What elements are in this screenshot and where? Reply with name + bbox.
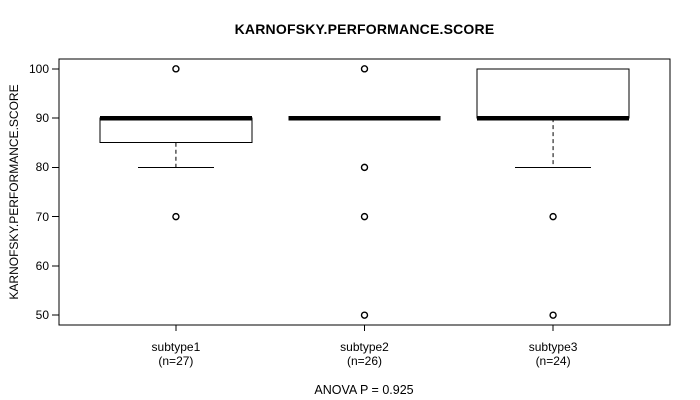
y-tick-label-100: 100	[28, 61, 49, 76]
outlier-point	[172, 65, 180, 73]
x-group-label-subtype1: subtype1 (n=27)	[101, 340, 251, 368]
chart-title: KARNOFSKY.PERFORMANCE.SCORE	[234, 21, 495, 37]
y-tick-label-80: 80	[35, 160, 49, 175]
y-tick-label-90: 90	[35, 111, 49, 126]
x-group-label-subtype3: subtype3 (n=24)	[478, 340, 628, 368]
outlier-point	[549, 311, 557, 319]
outlier-point	[360, 212, 369, 221]
group-n: (n=24)	[535, 354, 571, 368]
group-n: (n=27)	[158, 354, 194, 368]
outlier-point	[172, 212, 180, 221]
outlier-point	[360, 65, 369, 73]
y-tick-label-70: 70	[35, 209, 49, 224]
iqr-box	[476, 68, 630, 119]
outlier-point	[360, 163, 369, 172]
y-tick-label-60: 60	[35, 258, 49, 273]
y-tick-label-50: 50	[35, 308, 49, 323]
group-name: subtype2	[340, 340, 389, 354]
group-n: (n=26)	[346, 354, 383, 368]
x-group-label-subtype2: subtype2 (n=26)	[290, 340, 440, 368]
outlier-point	[360, 311, 369, 319]
anova-footnote: ANOVA P = 0.925	[314, 383, 414, 397]
group-name: subtype1	[151, 340, 201, 354]
iqr-box	[99, 117, 253, 144]
outlier-point	[549, 212, 557, 221]
group-name: subtype3	[528, 340, 578, 354]
